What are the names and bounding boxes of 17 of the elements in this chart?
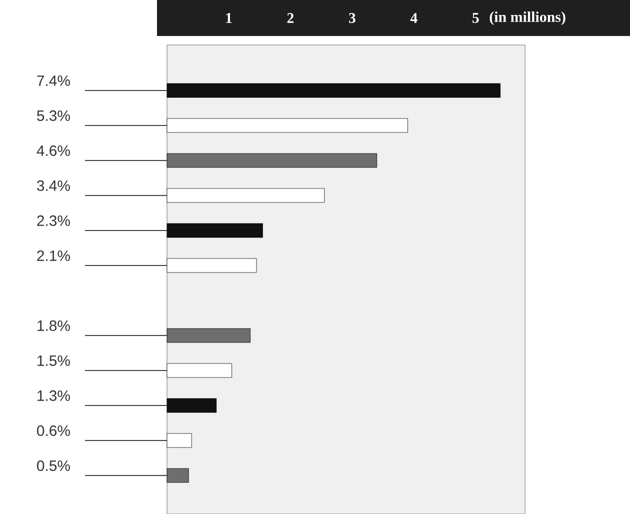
y-tick-label: 0.6% — [37, 425, 70, 436]
x-axis-title: (in millions) — [490, 11, 566, 26]
y-tick-label: 2.1% — [37, 250, 70, 261]
x-tick-label: 3 — [349, 12, 356, 24]
y-tick-label: 5.3% — [37, 110, 70, 121]
x-tick-label: 4 — [410, 13, 418, 23]
y-tick-label: 4.6% — [36, 145, 70, 156]
y-tick-label: 2.3% — [37, 215, 70, 226]
x-tick-label: 5 — [472, 13, 479, 23]
y-tick-label: 0.5% — [37, 460, 70, 471]
y-tick-label: 3.4% — [36, 180, 70, 191]
y-tick-label: 7.4% — [37, 76, 70, 86]
y-tick-label: 1.8% — [38, 320, 70, 331]
x-tick-label: 1 — [226, 13, 232, 23]
y-tick-label: 1.3% — [38, 390, 70, 401]
x-tick-label: 2 — [287, 13, 294, 23]
y-tick-label: 1.5% — [38, 355, 70, 366]
